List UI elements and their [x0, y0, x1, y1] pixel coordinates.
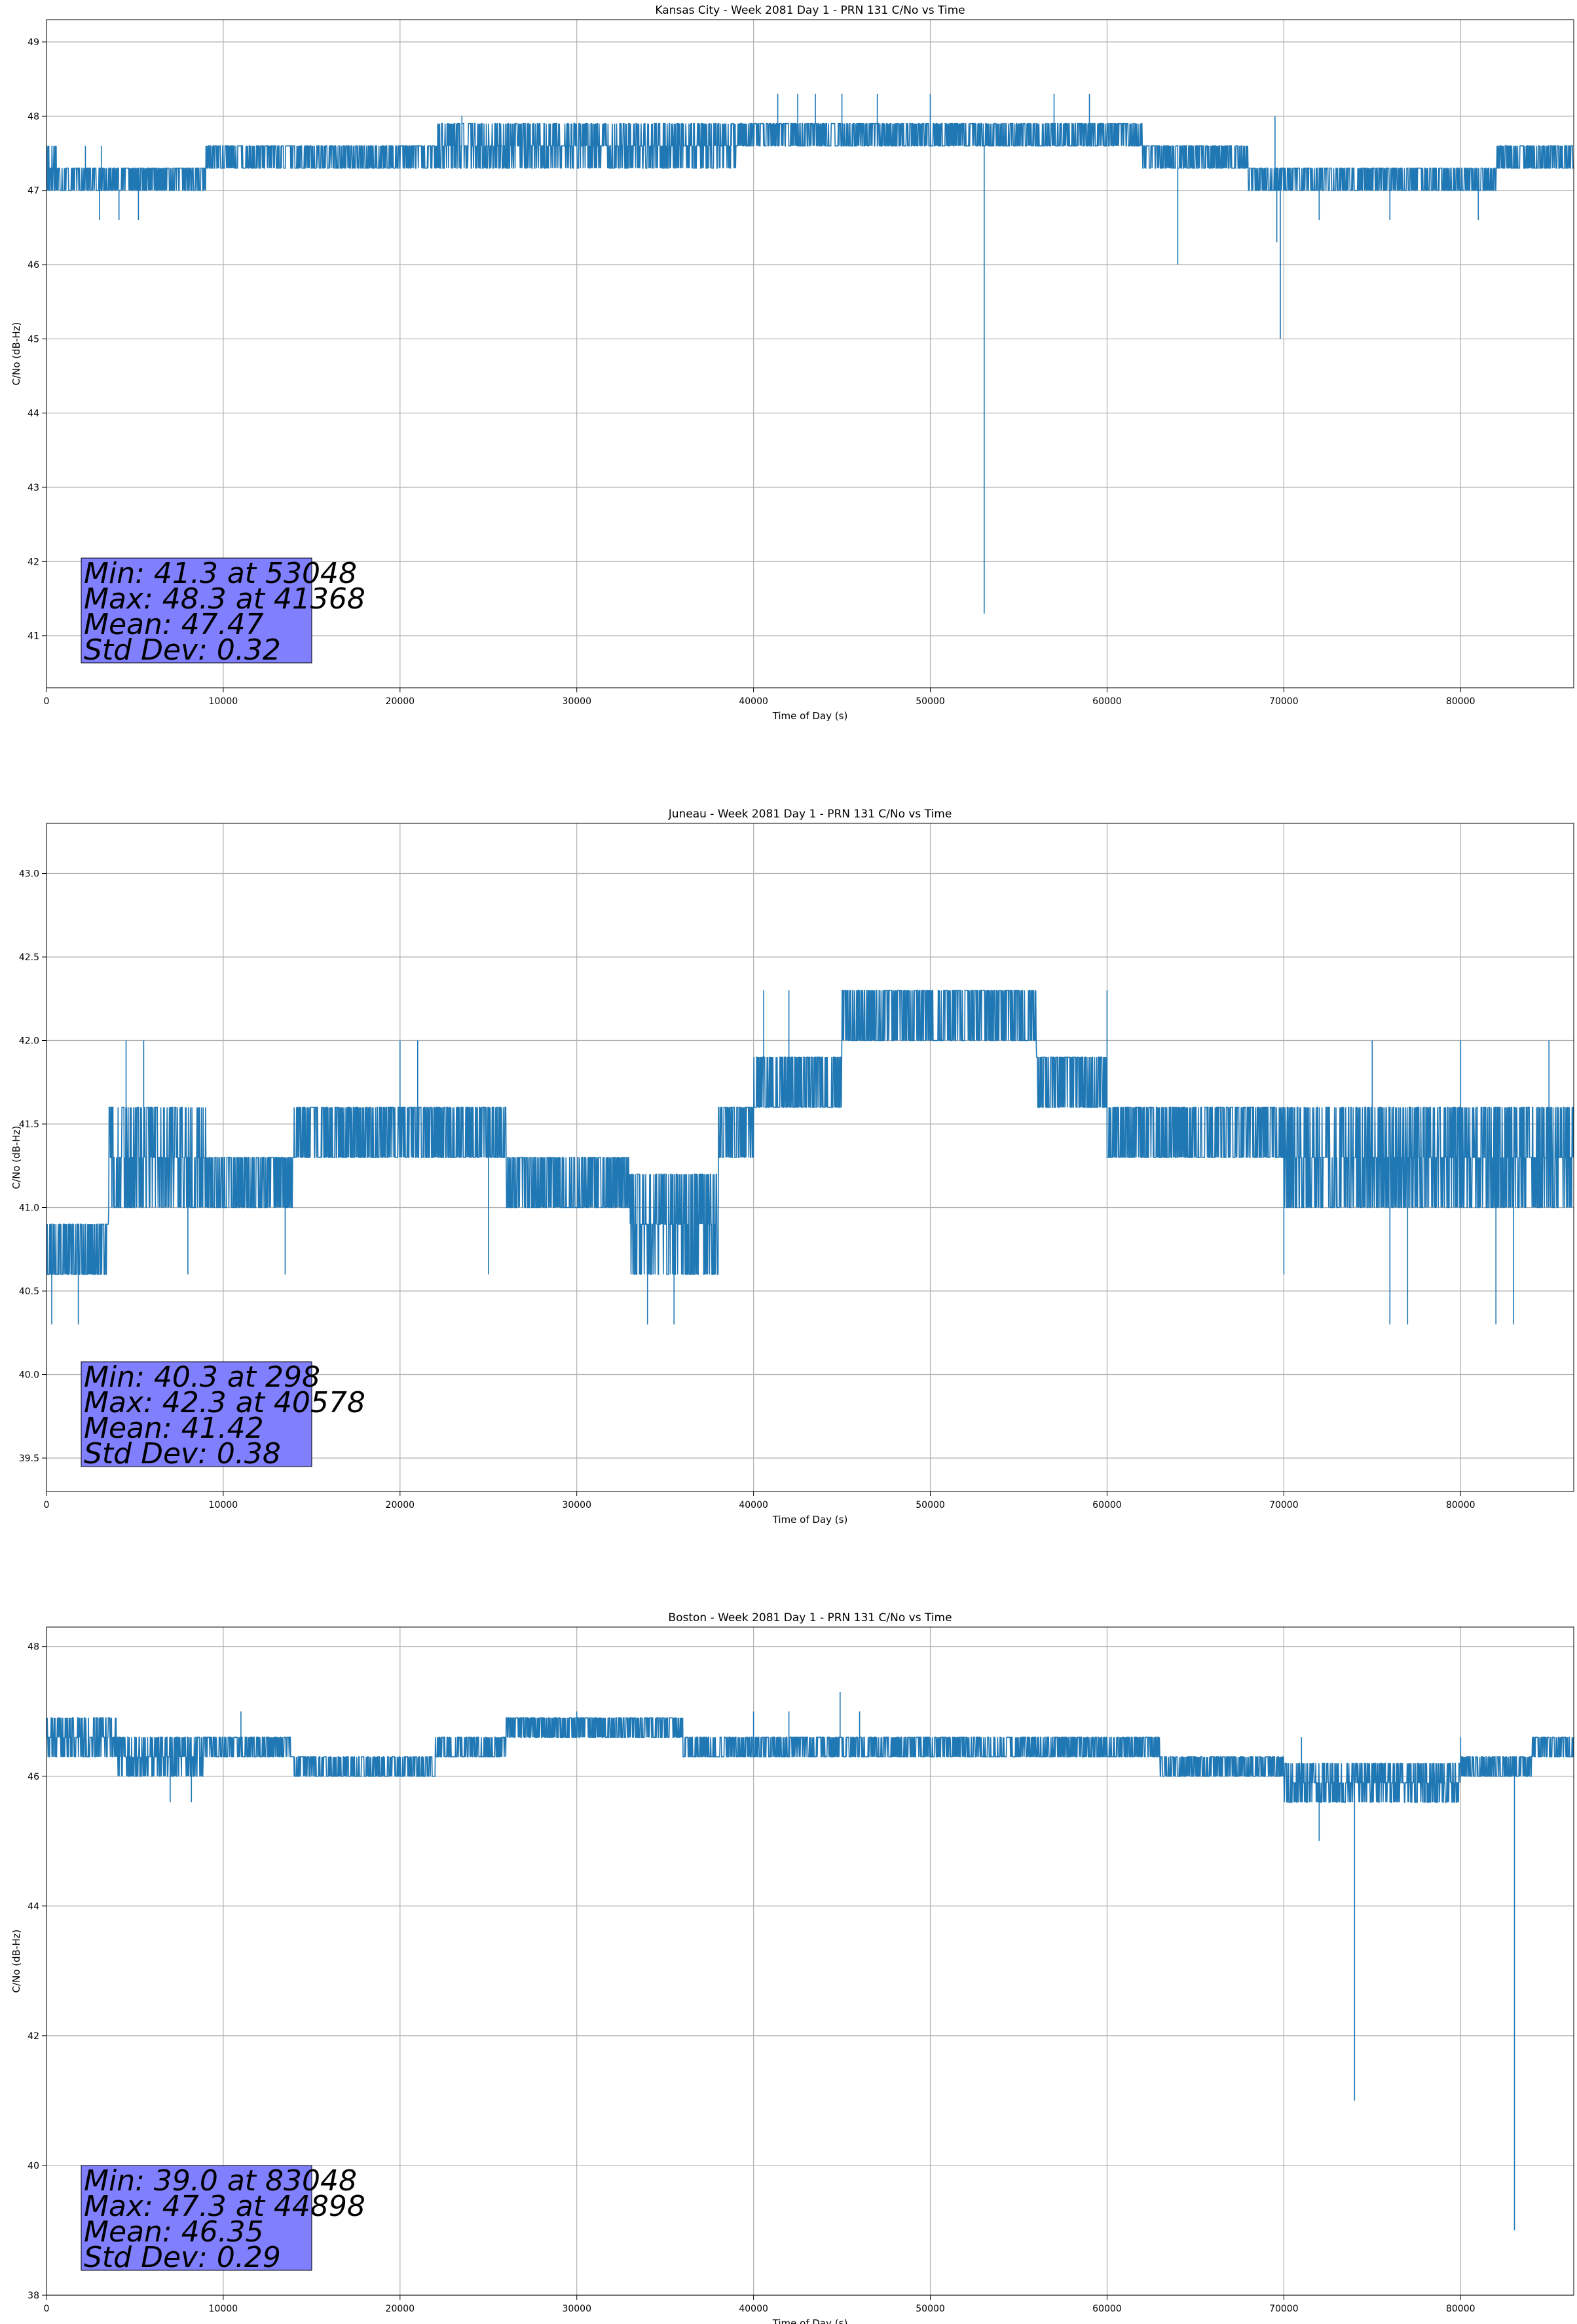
- y-tick-label: 48: [28, 1642, 39, 1653]
- stat-min: Min: 40.3 at 298: [84, 1360, 320, 1394]
- chart-panel-boston: 0 10000 20000 30000 40000 50000 60000 70000 8000…: [10, 1611, 1574, 2324]
- y-tick-label: 42: [28, 557, 39, 567]
- stat-max: Max: 42.3 at 40578: [84, 1386, 365, 1419]
- stat-std-dev: Std Dev: 0.29: [84, 2241, 281, 2274]
- stats-box-background: [81, 557, 312, 664]
- y-tick-label: 46: [28, 260, 39, 271]
- x-tick-label: 60000: [1092, 1500, 1122, 1510]
- plot-frame: [46, 19, 1574, 688]
- stats-box: Min: 41.3 at 53048 Max: 48.3 at 41368 Me…: [81, 557, 365, 667]
- series-line: [46, 990, 1574, 1324]
- y-axis-label: C/No (dB-Hz): [10, 322, 22, 386]
- x-tick-label: 70000: [1269, 2304, 1299, 2314]
- y-tick-label: 47: [28, 186, 39, 197]
- series-line-prn-131: [46, 990, 1574, 1324]
- x-tick-label: 20000: [386, 1500, 415, 1510]
- x-tick-label: 30000: [562, 2304, 591, 2314]
- chart-title: Boston - Week 2081 Day 1 - PRN 131 C/No …: [668, 1611, 952, 1624]
- stat-std-dev: Std Dev: 0.38: [84, 1437, 281, 1471]
- x-axis-label: Time of Day (s): [772, 710, 848, 722]
- x-tick-label: 50000: [916, 2304, 945, 2314]
- y-tick-label: 42.0: [19, 1036, 39, 1047]
- x-tick-label: 0: [44, 1500, 50, 1510]
- x-tick-label: 80000: [1446, 696, 1475, 707]
- y-tick-label: 42.5: [19, 952, 39, 963]
- chart-panel-kansas-city: 0 10000 20000 30000 40000 50000 60000 70000 8000…: [10, 4, 1574, 722]
- chart-title: Kansas City - Week 2081 Day 1 - PRN 131 …: [655, 4, 965, 17]
- y-tick-label: 39.5: [19, 1453, 39, 1464]
- series-line: [46, 94, 1574, 614]
- stat-mean: Mean: 46.35: [84, 2215, 264, 2249]
- stat-mean: Mean: 41.42: [84, 1412, 264, 1445]
- y-tick-label: 40.5: [19, 1286, 39, 1297]
- y-tick-label: 48: [28, 111, 39, 122]
- stats-box-background: [81, 2165, 312, 2271]
- y-tick-label: 44: [28, 1902, 39, 1912]
- x-tick-label: 40000: [739, 1500, 768, 1510]
- axis-ticks: 0 10000 20000 30000 40000 50000 60000 70000 8000…: [28, 1642, 1475, 2314]
- stats-box: Min: 40.3 at 298 Max: 42.3 at 40578 Mean…: [81, 1360, 365, 1471]
- y-tick-label: 49: [28, 37, 39, 48]
- stat-max: Max: 48.3 at 41368: [84, 582, 365, 616]
- x-tick-label: 20000: [386, 696, 415, 707]
- series-line-prn-131: [46, 1692, 1574, 2230]
- axis-ticks: 0 10000 20000 30000 40000 50000 60000 70000 8000…: [28, 37, 1475, 707]
- x-tick-label: 70000: [1269, 1500, 1299, 1510]
- x-tick-label: 30000: [562, 696, 591, 707]
- series-line: [46, 1692, 1574, 2230]
- x-tick-label: 10000: [209, 2304, 238, 2314]
- x-tick-label: 0: [44, 2304, 50, 2314]
- x-tick-label: 40000: [739, 2304, 768, 2314]
- y-tick-label: 42: [28, 2031, 39, 2042]
- x-tick-label: 80000: [1446, 2304, 1475, 2314]
- chart-panel-juneau: 0 10000 20000 30000 40000 50000 60000 70000 8000…: [10, 808, 1574, 1526]
- x-tick-label: 60000: [1092, 696, 1122, 707]
- y-tick-label: 44: [28, 409, 39, 419]
- y-axis-label: C/No (dB-Hz): [10, 1126, 22, 1190]
- x-tick-label: 30000: [562, 1500, 591, 1510]
- y-tick-label: 45: [28, 334, 39, 345]
- y-tick-label: 41.0: [19, 1203, 39, 1214]
- y-tick-label: 41.5: [19, 1119, 39, 1130]
- y-tick-label: 40: [28, 2161, 39, 2171]
- stats-box: Min: 39.0 at 83048 Max: 47.3 at 44898 Me…: [81, 2164, 365, 2274]
- y-tick-label: 43.0: [19, 869, 39, 880]
- stat-min: Min: 41.3 at 53048: [84, 557, 357, 590]
- x-tick-label: 10000: [209, 1500, 238, 1510]
- y-axis-label: C/No (dB-Hz): [10, 1930, 22, 1993]
- x-tick-label: 10000: [209, 696, 238, 707]
- stats-box-background: [81, 1361, 312, 1467]
- y-tick-label: 40.0: [19, 1370, 39, 1381]
- stat-min: Min: 39.0 at 83048: [84, 2164, 357, 2198]
- x-tick-label: 70000: [1269, 696, 1299, 707]
- x-tick-label: 60000: [1092, 2304, 1122, 2314]
- x-tick-label: 50000: [916, 1500, 945, 1510]
- y-tick-label: 43: [28, 483, 39, 493]
- grid: [46, 20, 1574, 688]
- axis-ticks: 0 10000 20000 30000 40000 50000 60000 70000 8000…: [19, 869, 1475, 1511]
- x-axis-label: Time of Day (s): [772, 2317, 848, 2324]
- plot-frame: [46, 823, 1574, 1492]
- chart-title: Juneau - Week 2081 Day 1 - PRN 131 C/No …: [668, 808, 952, 821]
- y-tick-label: 38: [28, 2291, 39, 2301]
- y-tick-label: 46: [28, 1772, 39, 1782]
- x-tick-label: 0: [44, 696, 50, 707]
- x-axis-label: Time of Day (s): [772, 1514, 848, 1526]
- x-tick-label: 50000: [916, 696, 945, 707]
- x-tick-label: 40000: [739, 696, 768, 707]
- stat-mean: Mean: 47.47: [84, 608, 264, 641]
- stat-max: Max: 47.3 at 44898: [84, 2190, 365, 2223]
- plot-frame: [46, 1626, 1574, 2296]
- x-tick-label: 80000: [1446, 1500, 1475, 1510]
- y-tick-label: 41: [28, 631, 39, 642]
- stat-std-dev: Std Dev: 0.32: [84, 633, 281, 667]
- x-tick-label: 20000: [386, 2304, 415, 2314]
- series-line-prn-131: [46, 94, 1574, 614]
